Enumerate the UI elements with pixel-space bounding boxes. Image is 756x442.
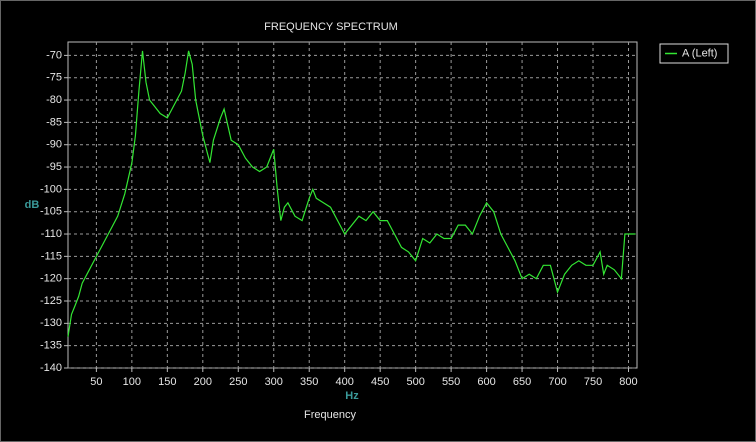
x-tick-label: 50 [90,376,102,388]
y-tick-label: -135 [40,340,62,352]
y-tick-label: -80 [46,94,62,106]
x-axis-title: Frequency [304,409,356,421]
y-tick-label: -110 [41,228,62,240]
y-tick-label: -90 [46,139,62,151]
chart-title: FREQUENCY SPECTRUM [264,21,398,33]
x-tick-label: 250 [229,376,247,388]
x-tick-label: 800 [619,376,637,388]
y-tick-label: -130 [40,317,62,329]
x-tick-label: 550 [442,376,460,388]
x-tick-label: 150 [158,376,176,388]
y-axis-label: dB [25,199,40,211]
x-tick-label: 300 [265,376,283,388]
x-tick-label: 100 [123,376,141,388]
x-tick-label: 700 [548,376,566,388]
y-tick-label: -105 [40,206,62,218]
x-tick-label: 750 [584,376,602,388]
x-tick-label: 600 [477,376,495,388]
y-tick-label: -115 [41,250,62,262]
x-axis-label: Hz [345,390,359,402]
y-tick-label: -140 [40,362,62,374]
x-tick-label: 400 [336,376,354,388]
x-tick-label: 350 [300,376,318,388]
x-tick-label: 650 [513,376,531,388]
y-tick-label: -100 [40,183,62,195]
x-tick-label: 500 [406,376,424,388]
y-tick-label: -95 [46,161,62,173]
y-tick-label: -120 [40,273,62,285]
data-line [67,50,636,337]
y-tick-label: -85 [46,116,62,128]
x-tick-label: 200 [194,376,212,388]
y-tick-label: -70 [46,49,62,61]
x-tick-label: 450 [371,376,389,388]
y-tick-label: -75 [46,72,62,84]
legend-label: A (Left) [682,47,717,59]
legend-box [659,43,729,64]
y-tick-label: -125 [40,295,62,307]
